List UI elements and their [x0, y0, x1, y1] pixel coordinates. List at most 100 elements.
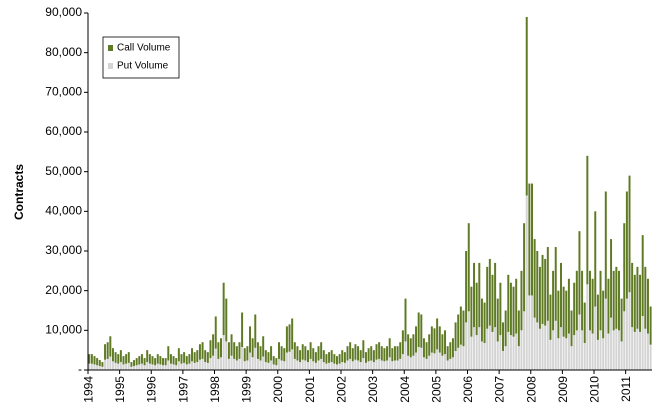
- bar-segment: [407, 334, 410, 356]
- bar-segment: [175, 358, 178, 366]
- bar-segment: [549, 339, 552, 370]
- bar-segment: [288, 351, 291, 370]
- bar-segment: [391, 348, 394, 362]
- bar-segment: [520, 330, 523, 370]
- bar-segment: [536, 251, 539, 323]
- x-tick-label: 2007: [493, 376, 507, 403]
- bar-segment: [101, 362, 104, 367]
- bar-segment: [380, 346, 383, 361]
- bar-segment: [90, 363, 93, 370]
- bar-segment: [241, 312, 244, 347]
- bar-segment: [251, 357, 254, 370]
- bar-segment: [246, 346, 249, 361]
- bar-segment: [386, 346, 389, 361]
- bar-segment: [225, 341, 228, 370]
- bar-segment: [146, 350, 149, 363]
- bar-segment: [88, 363, 91, 370]
- bar-segment: [183, 352, 186, 363]
- bar-segment: [573, 282, 576, 336]
- bar-segment: [378, 342, 381, 359]
- bar-segment: [177, 348, 180, 362]
- bar-segment: [259, 360, 262, 370]
- bar-segment: [341, 350, 344, 363]
- bar-segment: [264, 362, 267, 370]
- bar-segment: [328, 352, 331, 363]
- bar-segment: [628, 292, 631, 370]
- bar-segment: [557, 290, 560, 339]
- bar-segment: [554, 320, 557, 370]
- bar-segment: [462, 346, 465, 370]
- bar-segment: [138, 364, 141, 370]
- bar-segment: [562, 336, 565, 370]
- bar-segment: [488, 325, 491, 370]
- bar-segment: [473, 262, 476, 328]
- bar-segment: [280, 346, 283, 361]
- x-tick-label: 1997: [176, 376, 190, 403]
- bar-segment: [296, 360, 299, 370]
- bar-segment: [380, 360, 383, 370]
- bar-segment: [204, 362, 207, 370]
- bar-segment: [441, 334, 444, 356]
- bar-segment: [446, 360, 449, 370]
- bar-segment: [109, 336, 112, 357]
- bar-segment: [270, 360, 273, 370]
- bar-segment: [591, 333, 594, 370]
- bar-segment: [504, 346, 507, 370]
- bar-segment: [351, 348, 354, 362]
- bar-segment: [362, 340, 365, 359]
- bar-segment: [625, 298, 628, 370]
- bar-segment: [480, 298, 483, 342]
- bar-segment: [552, 330, 555, 370]
- bar-segment: [560, 262, 562, 328]
- bar-segment: [470, 336, 473, 370]
- bar-segment: [201, 342, 204, 359]
- bar-segment: [357, 346, 360, 361]
- bar-segment: [114, 352, 117, 363]
- bar-segment: [191, 361, 194, 370]
- bar-segment: [430, 352, 433, 370]
- bar-segment: [415, 352, 418, 370]
- bar-segment: [523, 311, 526, 370]
- bar-segment: [454, 322, 457, 351]
- bar-segment: [119, 362, 122, 370]
- bar-segment: [283, 361, 286, 370]
- bar-segment: [238, 342, 241, 359]
- bar-segment: [644, 328, 647, 370]
- bar-segment: [154, 358, 157, 366]
- bar-segment: [509, 335, 512, 370]
- x-tick-label: 2010: [588, 376, 602, 403]
- bar-segment: [212, 334, 215, 356]
- bar-segment: [633, 331, 636, 370]
- bar-segment: [117, 363, 120, 370]
- bar-segment: [544, 325, 547, 370]
- bar-segment: [230, 334, 233, 356]
- bar-segment: [449, 358, 452, 370]
- bar-segment: [517, 310, 520, 347]
- bar-segment: [299, 350, 302, 363]
- bar-segment: [615, 328, 618, 370]
- bar-segment: [599, 330, 602, 370]
- bar-segment: [488, 258, 491, 326]
- bar-segment: [204, 350, 207, 363]
- bar-segment: [433, 353, 436, 370]
- bar-segment: [201, 358, 204, 370]
- bar-segment: [459, 344, 462, 370]
- bar-segment: [304, 360, 307, 370]
- bar-segment: [570, 346, 573, 370]
- bar-segment: [127, 362, 130, 370]
- bar-segment: [509, 282, 512, 336]
- bar-segment: [409, 357, 412, 370]
- bar-segment: [198, 359, 201, 370]
- bar-segment: [367, 348, 370, 362]
- bar-segment: [151, 364, 154, 370]
- bar-segment: [135, 358, 138, 366]
- bar-segment: [285, 352, 288, 370]
- y-tick-label: 80,000: [45, 45, 82, 59]
- bar-segment: [101, 366, 104, 370]
- bar-segment: [354, 359, 357, 370]
- bar-segment: [610, 317, 613, 370]
- bar-segment: [420, 347, 423, 370]
- bar-segment: [254, 347, 257, 370]
- bar-segment: [646, 278, 649, 334]
- bar-segment: [162, 365, 165, 370]
